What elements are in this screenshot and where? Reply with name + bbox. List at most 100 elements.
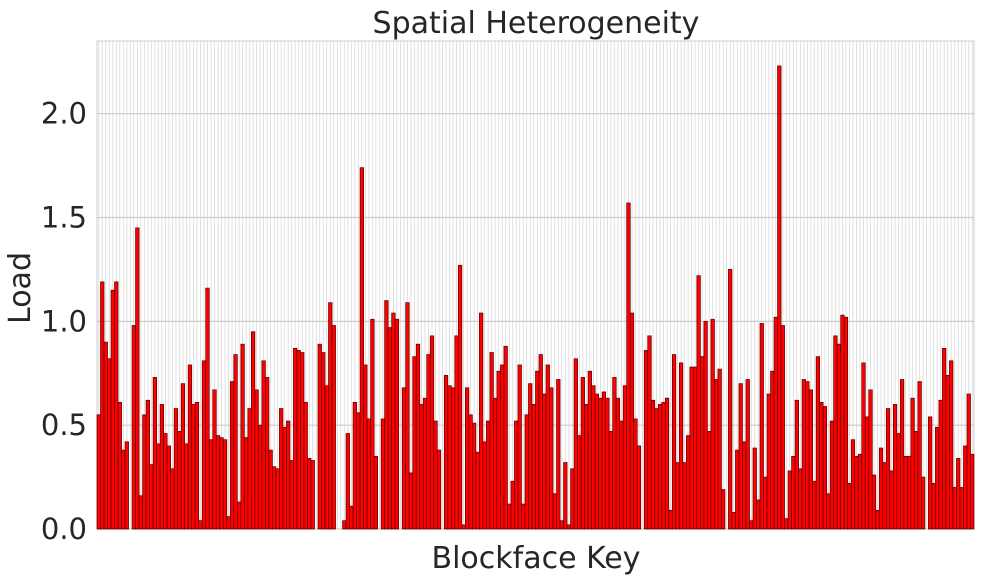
chart-title: Spatial Heterogeneity xyxy=(373,6,700,41)
y-axis-ticks: 0.0 0.5 1.0 1.5 2.0 xyxy=(41,97,87,546)
bar xyxy=(566,524,571,530)
bar xyxy=(570,468,575,530)
bar xyxy=(857,453,863,530)
bar xyxy=(100,281,105,530)
bar xyxy=(96,414,101,530)
bar xyxy=(587,370,592,530)
bar xyxy=(798,468,803,530)
bar xyxy=(222,439,228,530)
bar xyxy=(822,406,828,530)
bar xyxy=(240,343,245,530)
bar xyxy=(331,325,336,530)
bar xyxy=(191,404,196,530)
bar xyxy=(598,397,603,530)
bar xyxy=(415,343,421,530)
bar xyxy=(454,335,459,530)
bar xyxy=(521,503,526,530)
bar xyxy=(664,397,670,530)
bar xyxy=(906,455,912,530)
bar xyxy=(812,480,817,530)
bar xyxy=(163,433,168,530)
bar xyxy=(149,464,154,530)
bar xyxy=(114,281,119,530)
bar xyxy=(208,439,214,530)
bar xyxy=(826,493,831,530)
bar xyxy=(949,360,954,530)
bar xyxy=(517,364,522,530)
bar xyxy=(187,364,193,530)
bar xyxy=(450,387,456,530)
bar xyxy=(801,379,806,530)
bar xyxy=(170,468,175,530)
bar xyxy=(836,343,842,530)
bar xyxy=(780,325,785,530)
bar xyxy=(401,387,407,530)
bar xyxy=(917,381,922,530)
bar xyxy=(549,387,554,530)
bar xyxy=(180,383,186,530)
bar xyxy=(815,356,820,530)
bar xyxy=(461,524,466,530)
bar xyxy=(324,385,329,530)
bar xyxy=(173,408,179,530)
bar xyxy=(885,408,891,530)
bar xyxy=(422,397,428,530)
bar xyxy=(479,312,484,530)
bar xyxy=(584,404,589,530)
bar xyxy=(594,393,599,530)
bar xyxy=(366,418,371,530)
bar xyxy=(700,356,705,530)
bar xyxy=(359,167,364,530)
bar xyxy=(535,370,540,530)
bar xyxy=(254,389,259,530)
bar xyxy=(608,431,614,530)
bar xyxy=(342,520,347,530)
bar xyxy=(784,518,789,530)
bar xyxy=(696,275,701,530)
bar xyxy=(233,354,238,530)
bar xyxy=(717,368,722,530)
bar xyxy=(212,389,217,530)
bar xyxy=(829,420,835,530)
bar xyxy=(935,426,940,530)
bar xyxy=(429,335,435,530)
bar xyxy=(671,354,677,530)
bar xyxy=(496,370,501,530)
bar xyxy=(559,520,564,530)
bar xyxy=(356,412,361,530)
bar xyxy=(247,408,252,530)
bar xyxy=(121,449,126,530)
bar xyxy=(556,379,561,530)
bar xyxy=(871,474,877,530)
bar xyxy=(503,345,508,530)
bar xyxy=(854,455,859,530)
bar xyxy=(707,431,712,530)
bar xyxy=(468,414,473,530)
bar xyxy=(899,379,905,530)
bar xyxy=(770,370,775,530)
bar xyxy=(236,501,242,530)
bar xyxy=(959,487,964,530)
bar xyxy=(840,314,845,530)
bar xyxy=(605,397,610,530)
bar xyxy=(619,420,624,530)
bar xyxy=(643,350,649,530)
bar xyxy=(507,503,512,530)
bar xyxy=(261,360,266,530)
bar xyxy=(145,399,150,530)
bar xyxy=(500,364,505,530)
bar xyxy=(296,350,301,530)
bar xyxy=(745,379,750,530)
bar xyxy=(265,377,270,530)
bar xyxy=(633,418,638,530)
bar xyxy=(391,312,396,530)
bar xyxy=(363,364,368,530)
bar xyxy=(654,408,659,530)
bar xyxy=(258,424,263,530)
bars xyxy=(96,65,975,530)
bar xyxy=(636,445,642,530)
bar xyxy=(577,435,582,530)
bar xyxy=(328,302,333,530)
bar xyxy=(928,416,933,530)
bar xyxy=(966,393,971,530)
